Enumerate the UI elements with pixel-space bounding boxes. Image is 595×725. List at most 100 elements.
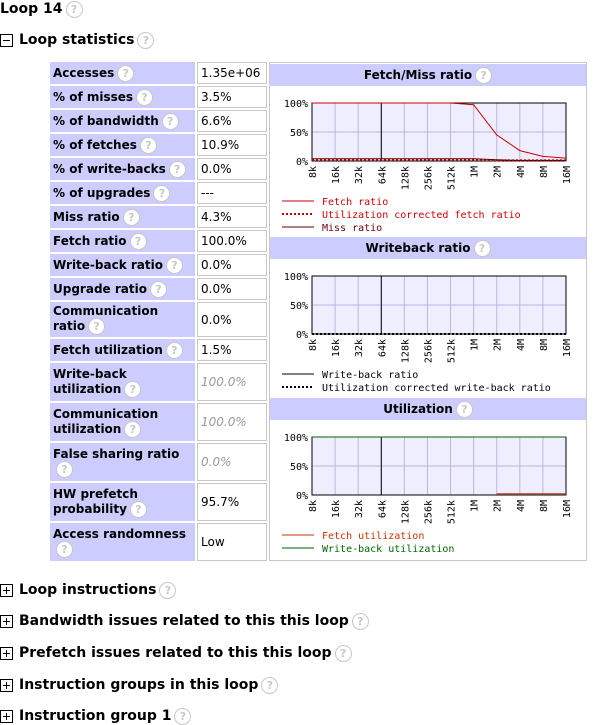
stat-label: Access randomness? [50,523,195,561]
x-tick-label: 256k [423,500,434,524]
table-row: % of bandwidth? 6.6% [50,110,587,132]
expand-icon[interactable] [0,709,13,723]
help-icon[interactable]: ? [165,341,183,359]
help-icon[interactable]: ? [261,676,279,694]
stat-label: False sharing ratio? [50,443,195,481]
table-row: Fetch ratio? 100.0% [50,230,587,252]
collapse-icon[interactable] [0,33,13,47]
stat-label: Communication utilization? [50,403,195,441]
y-tick-label: 100% [284,99,308,110]
expand-icon[interactable] [0,646,13,660]
x-tick-label: 4M [516,166,527,178]
help-icon[interactable]: ? [149,280,167,298]
help-icon[interactable]: ? [153,184,171,202]
chart-title: Writeback ratio? [270,237,586,260]
table-row: Communication ratio? 0.0% [50,302,587,337]
table-row: Fetch utilization? 1.5% [50,339,587,361]
stat-value: 1.5% [197,339,267,361]
help-icon[interactable]: ? [473,240,491,257]
stat-label: Write-back utilization? [50,363,195,401]
table-row: Communication utilization? 100.0% [50,403,587,441]
help-icon[interactable]: ? [65,0,83,18]
section-bandwidth-issues[interactable]: Bandwidth issues related to this this lo… [0,612,369,630]
help-icon[interactable]: ? [117,64,135,82]
table-row: Accesses? 1.35e+06 Fetch/Miss ratio? 100% 50… [50,62,587,561]
help-icon[interactable]: ? [455,401,473,418]
help-icon[interactable]: ? [159,581,177,599]
stat-label: % of bandwidth? [50,110,195,132]
help-icon[interactable]: ? [56,540,73,558]
x-tick-label: 4M [516,500,527,512]
stat-value: 6.6% [197,110,267,132]
y-tick-label: 100% [284,272,308,283]
stat-value: 100.0% [197,403,267,441]
stat-value: 0.0% [197,254,267,276]
x-tick-label: 1M [470,339,481,351]
stat-value: 3.5% [197,86,267,108]
stat-value: 10.9% [197,134,267,156]
x-tick-label: 1M [470,166,481,178]
help-icon[interactable]: ? [168,160,186,178]
expand-icon[interactable] [0,583,13,597]
x-tick-label: 2M [493,166,504,178]
help-icon[interactable]: ? [165,256,183,274]
expand-icon[interactable] [0,678,13,692]
y-tick-label: 0% [296,491,308,502]
stat-value: 0.0% [197,302,267,337]
x-tick-label: 8k [308,166,319,178]
x-tick-label: 128k [400,500,411,524]
chart-2: 100% 50% 0%8k 16k 32k 64k 128k 256k 512k 1M 2M 4M 8M… [282,433,573,555]
expand-icon[interactable] [0,614,13,628]
legend-label: Utilization corrected write-back ratio [322,383,551,394]
section-instruction-group-1[interactable]: Instruction group 1? [0,707,192,725]
legend-label: Miss ratio [322,223,382,234]
help-icon[interactable]: ? [334,644,352,662]
help-icon[interactable]: ? [56,460,73,478]
y-tick-label: 50% [290,301,308,312]
stat-label: % of upgrades? [50,182,195,204]
x-tick-label: 8M [539,339,550,351]
stat-label: % of write-backs? [50,158,195,180]
legend-label: Utilization corrected fetch ratio [322,210,521,221]
help-icon[interactable]: ? [129,500,147,518]
y-tick-label: 0% [296,157,308,168]
section-prefetch-issues[interactable]: Prefetch issues related to this this loo… [0,644,352,662]
x-tick-label: 16k [331,500,342,518]
help-icon[interactable]: ? [124,380,142,398]
section-loop-statistics[interactable]: Loop statistics? [0,31,155,49]
table-row: Write-back ratio? 0.0% [50,254,587,276]
x-tick-label: 2M [493,500,504,512]
legend-label: Write-back utilization [322,544,454,555]
help-icon[interactable]: ? [88,318,106,335]
chart-title: Fetch/Miss ratio? [270,64,586,87]
x-tick-label: 16M [562,500,573,518]
legend-label: Fetch ratio [322,197,388,208]
x-tick-label: 16k [331,166,342,184]
help-icon[interactable]: ? [161,112,179,130]
help-icon[interactable]: ? [351,612,369,630]
x-tick-label: 32k [354,500,365,518]
help-icon[interactable]: ? [129,232,147,250]
help-icon[interactable]: ? [124,420,142,438]
page-title: Loop 14? [0,0,83,18]
help-icon[interactable]: ? [174,707,192,725]
section-loop-instructions[interactable]: Loop instructions? [0,581,177,599]
table-row: Write-back utilization? 100.0% [50,363,587,401]
stat-label: Accesses? [50,62,195,84]
help-icon[interactable]: ? [475,67,493,84]
stat-value: 100.0% [197,230,267,252]
table-row: Upgrade ratio? 0.0% [50,278,587,300]
section-instruction-groups[interactable]: Instruction groups in this loop? [0,676,279,694]
help-icon[interactable]: ? [139,136,157,154]
x-tick-label: 512k [447,339,458,363]
help-icon[interactable]: ? [122,208,140,226]
help-icon[interactable]: ? [136,88,154,106]
table-row: % of upgrades? --- [50,182,587,204]
stat-value: --- [197,182,267,204]
stat-value: Low [197,523,267,561]
y-tick-label: 50% [290,128,308,139]
y-tick-label: 0% [296,330,308,341]
x-tick-label: 16M [562,166,573,184]
help-icon[interactable]: ? [137,31,155,49]
x-tick-label: 256k [423,166,434,190]
